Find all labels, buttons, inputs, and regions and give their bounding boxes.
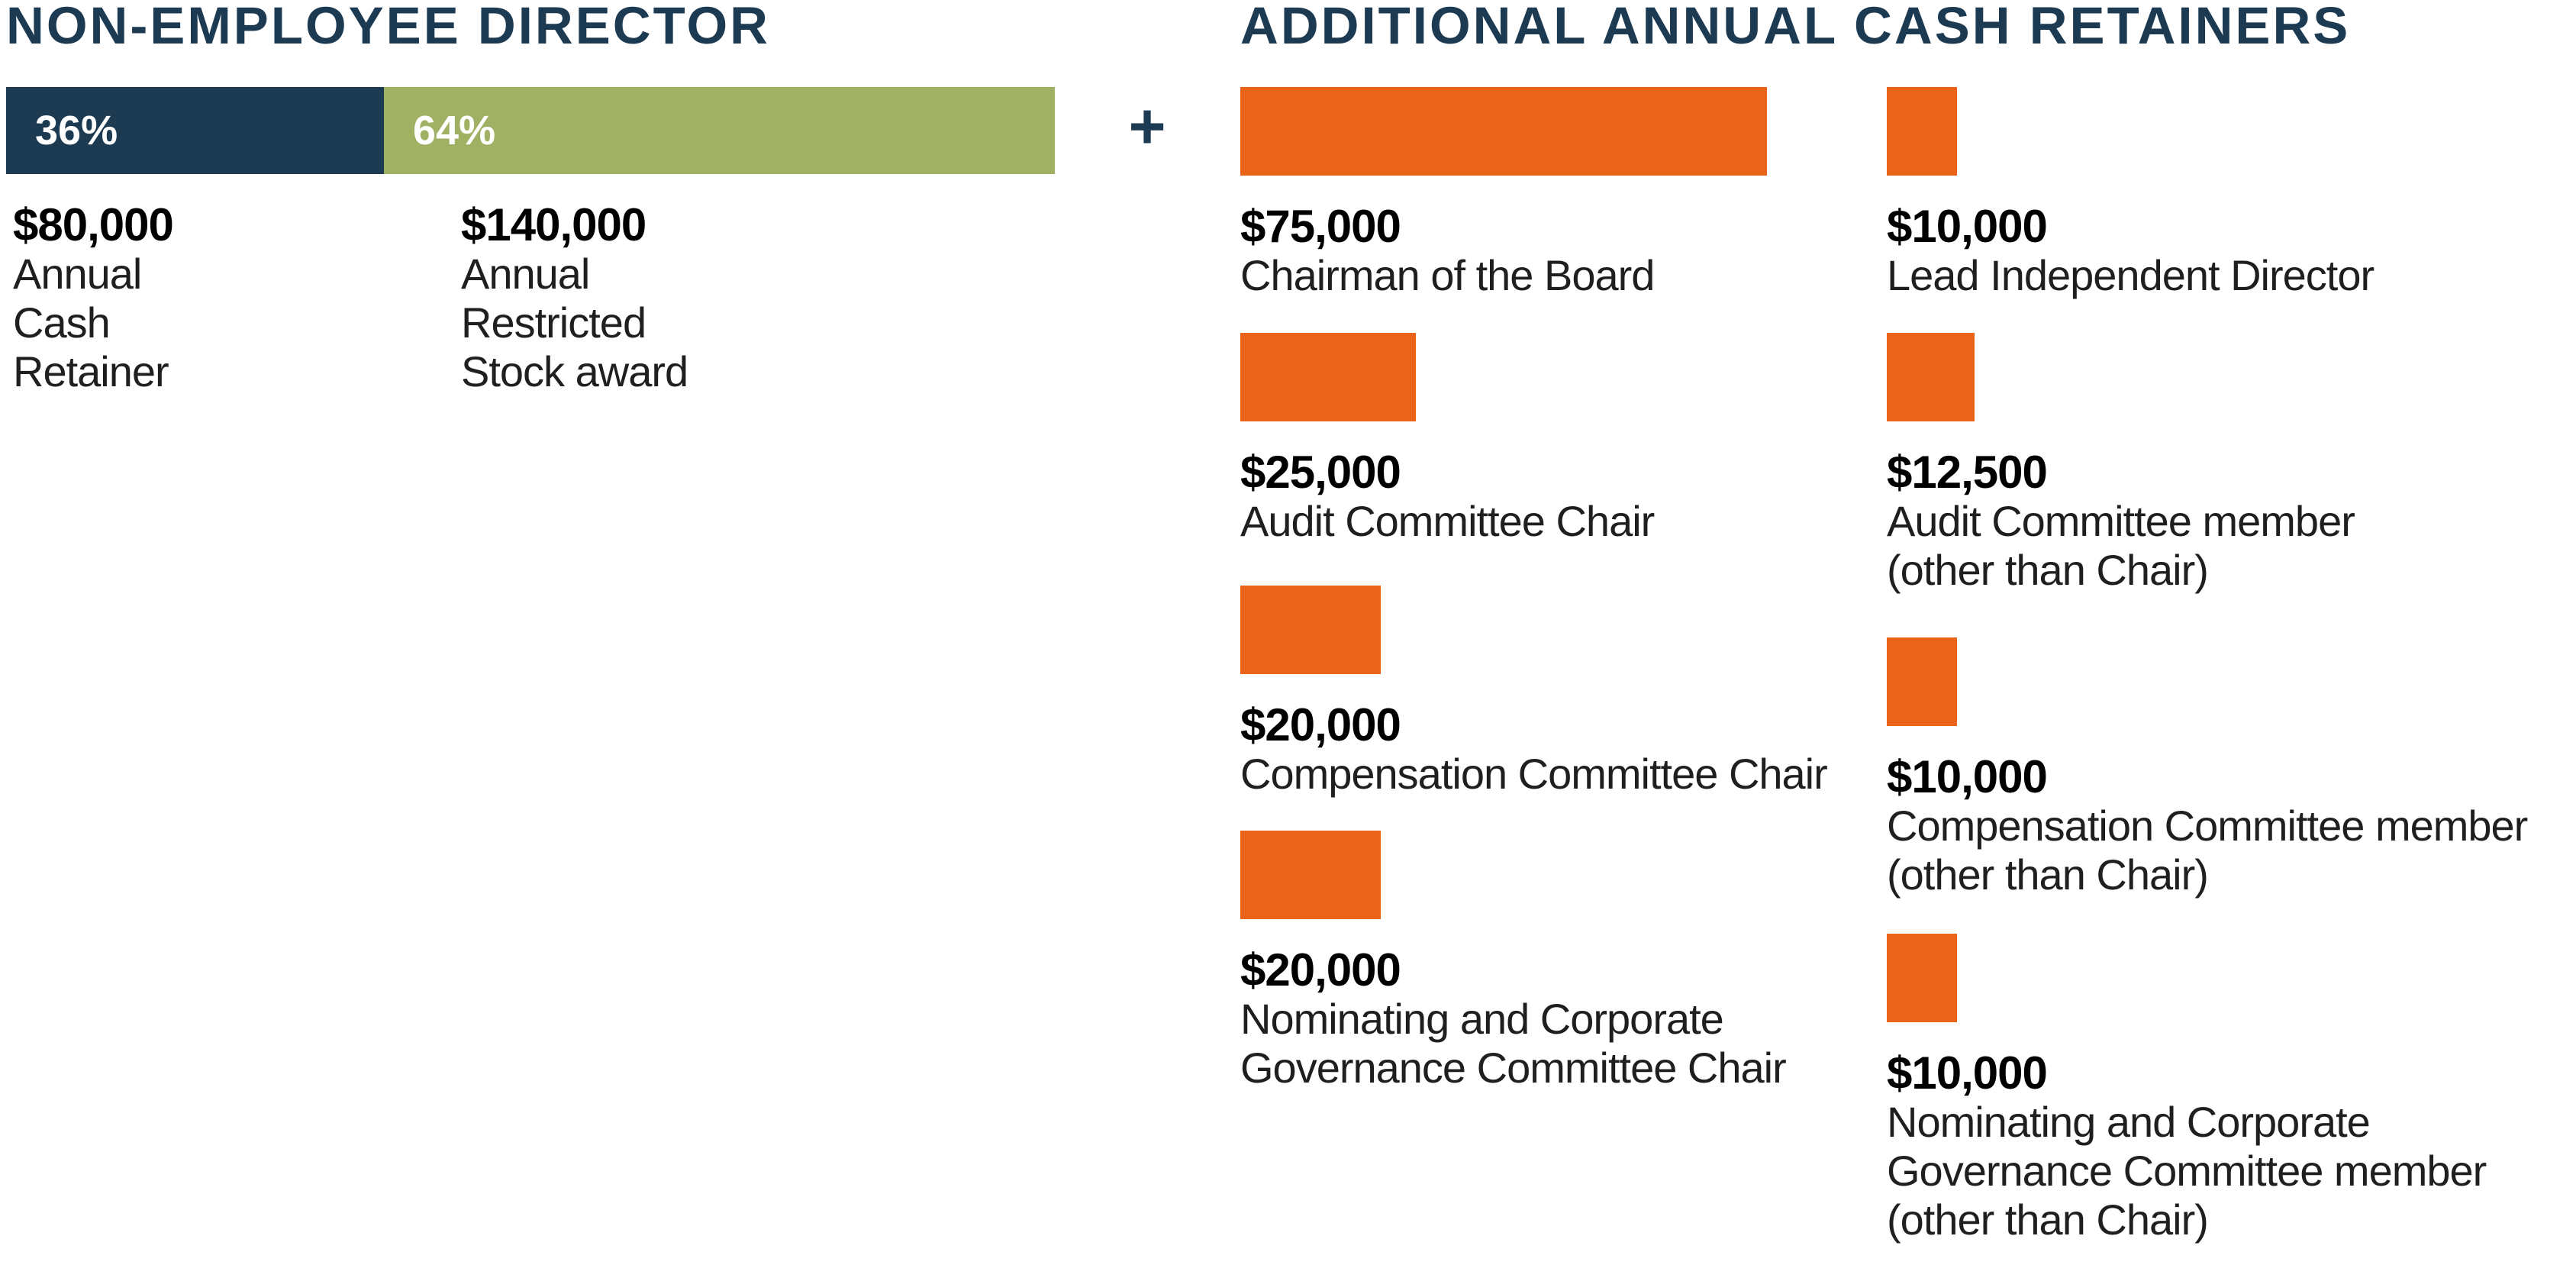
retainer-label: Nominating and Corporate <box>1240 995 1724 1043</box>
retainer-amount: $12,500 <box>1887 447 2048 498</box>
caption-line: Restricted <box>461 299 646 347</box>
retainer-bar-lead-independent-director <box>1887 87 1957 176</box>
retainer-amount: $10,000 <box>1887 751 2048 802</box>
retainer-label: Compensation Committee member <box>1887 802 2528 850</box>
retainer-amount: $10,000 <box>1887 201 2048 252</box>
retainer-caption-audit-member: $12,500 Audit Committee member (other th… <box>1887 448 2355 595</box>
caption-line: Stock award <box>461 347 688 395</box>
retainer-amount: $20,000 <box>1240 699 1401 750</box>
stock-award-percent: 64% <box>413 108 496 153</box>
retainer-amount: $10,000 <box>1887 1047 2048 1099</box>
cash-retainer-segment: 36% <box>6 87 384 174</box>
retainer-label: Audit Committee member <box>1887 497 2355 545</box>
pay-mix-stacked-bar: 36% 64% <box>6 87 1055 174</box>
retainer-label: Governance Committee Chair <box>1240 1044 1787 1092</box>
caption-line: Annual <box>13 250 142 298</box>
cash-retainer-caption: $80,000 Annual Cash Retainer <box>13 199 174 396</box>
non-employee-director-title: NON-EMPLOYEE DIRECTOR <box>6 0 770 55</box>
retainer-caption-nominating-member: $10,000 Nominating and Corporate Governa… <box>1887 1047 2487 1244</box>
retainer-amount: $25,000 <box>1240 447 1401 498</box>
retainer-label: (other than Chair) <box>1887 850 2209 899</box>
caption-line: Cash <box>13 299 111 347</box>
retainer-amount: $75,000 <box>1240 201 1401 252</box>
plus-icon: + <box>1128 90 1166 162</box>
retainer-label: Nominating and Corporate <box>1887 1098 2371 1146</box>
retainer-label: Compensation Committee Chair <box>1240 750 1828 798</box>
retainer-label: Governance Committee member <box>1887 1147 2487 1195</box>
retainer-bar-nominating-member <box>1887 934 1957 1022</box>
stock-award-segment: 64% <box>384 87 1055 174</box>
stock-award-amount: $140,000 <box>461 199 646 250</box>
additional-retainers-title: ADDITIONAL ANNUAL CASH RETAINERS <box>1240 0 2351 55</box>
retainer-label: Chairman of the Board <box>1240 251 1655 299</box>
retainer-label: (other than Chair) <box>1887 1196 2209 1244</box>
retainer-label: Lead Independent Director <box>1887 251 2374 299</box>
retainer-label: (other than Chair) <box>1887 546 2209 594</box>
retainer-amount: $20,000 <box>1240 944 1401 996</box>
retainer-bar-audit-member <box>1887 333 1975 421</box>
retainer-caption-lead-independent-director: $10,000 Lead Independent Director <box>1887 202 2374 300</box>
retainer-bar-chairman <box>1240 87 1767 176</box>
cash-retainer-percent: 36% <box>35 108 118 153</box>
retainer-bar-audit-chair <box>1240 333 1416 421</box>
retainer-caption-nominating-chair: $20,000 Nominating and Corporate Governa… <box>1240 944 1787 1092</box>
cash-retainer-amount: $80,000 <box>13 199 174 250</box>
retainer-caption-audit-chair: $25,000 Audit Committee Chair <box>1240 447 1655 546</box>
stock-award-caption: $140,000 Annual Restricted Stock award <box>461 201 688 396</box>
retainer-bar-compensation-member <box>1887 637 1957 726</box>
caption-line: Retainer <box>13 347 169 395</box>
retainer-caption-compensation-member: $10,000 Compensation Committee member (o… <box>1887 751 2528 899</box>
retainer-label: Audit Committee Chair <box>1240 497 1655 545</box>
caption-line: Annual <box>461 250 590 298</box>
retainer-caption-chairman: $75,000 Chairman of the Board <box>1240 201 1655 300</box>
retainer-caption-compensation-chair: $20,000 Compensation Committee Chair <box>1240 699 1828 799</box>
retainer-bar-compensation-chair <box>1240 586 1381 674</box>
retainer-bar-nominating-chair <box>1240 831 1381 919</box>
